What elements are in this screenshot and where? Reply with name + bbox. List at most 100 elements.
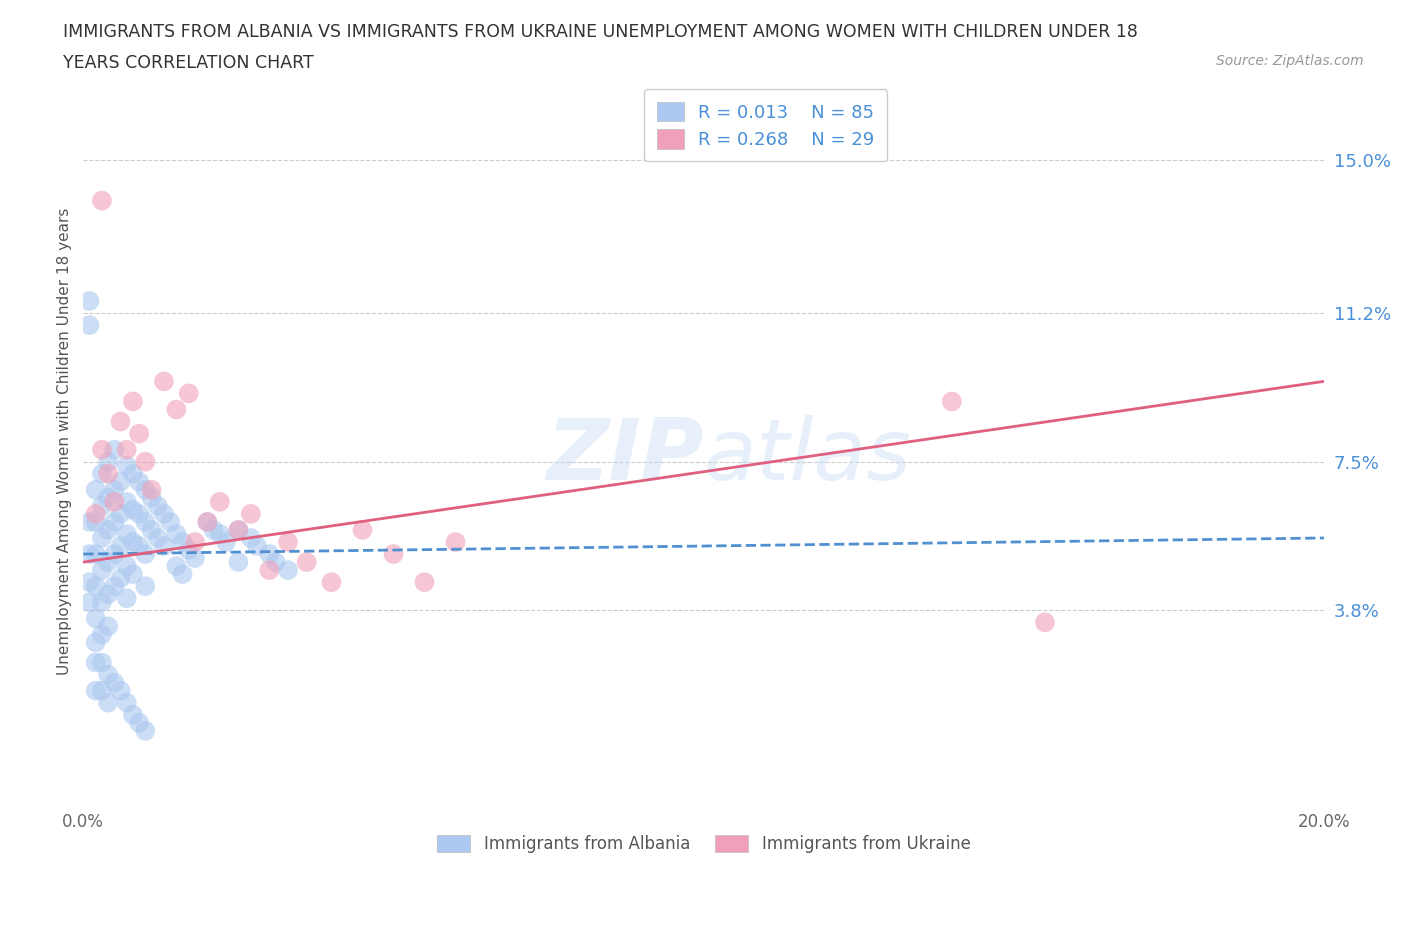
Point <box>159 514 181 529</box>
Point <box>79 575 101 590</box>
Point <box>208 526 231 541</box>
Point <box>172 566 194 581</box>
Point <box>115 696 138 711</box>
Point <box>115 458 138 473</box>
Y-axis label: Unemployment Among Women with Children Under 18 years: Unemployment Among Women with Children U… <box>58 208 72 675</box>
Point <box>128 426 150 441</box>
Point <box>128 538 150 553</box>
Point <box>84 655 107 670</box>
Point <box>134 514 156 529</box>
Point <box>165 559 187 574</box>
Point <box>141 490 163 505</box>
Point <box>90 530 112 545</box>
Point <box>146 498 169 513</box>
Text: IMMIGRANTS FROM ALBANIA VS IMMIGRANTS FROM UKRAINE UNEMPLOYMENT AMONG WOMEN WITH: IMMIGRANTS FROM ALBANIA VS IMMIGRANTS FR… <box>63 23 1137 41</box>
Point <box>110 507 132 522</box>
Point <box>264 554 287 569</box>
Point <box>1033 615 1056 630</box>
Point <box>208 495 231 510</box>
Legend: Immigrants from Albania, Immigrants from Ukraine: Immigrants from Albania, Immigrants from… <box>430 829 977 860</box>
Point <box>413 575 436 590</box>
Text: YEARS CORRELATION CHART: YEARS CORRELATION CHART <box>63 54 314 72</box>
Point <box>352 523 374 538</box>
Point <box>195 514 218 529</box>
Point <box>115 559 138 574</box>
Point <box>110 684 132 698</box>
Point <box>97 523 120 538</box>
Point <box>146 530 169 545</box>
Point <box>97 696 120 711</box>
Point <box>103 675 125 690</box>
Point <box>84 635 107 650</box>
Point <box>172 535 194 550</box>
Point <box>202 523 225 538</box>
Point <box>84 547 107 562</box>
Point <box>90 442 112 457</box>
Point <box>97 618 120 633</box>
Point <box>184 551 207 565</box>
Point <box>90 466 112 481</box>
Point <box>295 554 318 569</box>
Point <box>444 535 467 550</box>
Point <box>259 563 281 578</box>
Point <box>79 514 101 529</box>
Point <box>153 507 176 522</box>
Point <box>79 547 101 562</box>
Point <box>153 538 176 553</box>
Point <box>134 483 156 498</box>
Point <box>134 547 156 562</box>
Point <box>122 394 145 409</box>
Point <box>90 563 112 578</box>
Point <box>115 591 138 605</box>
Point <box>90 595 112 610</box>
Point <box>228 554 250 569</box>
Point <box>239 530 262 545</box>
Point <box>115 442 138 457</box>
Point <box>246 538 269 553</box>
Point <box>259 547 281 562</box>
Point <box>239 507 262 522</box>
Point <box>177 542 200 557</box>
Point <box>84 483 107 498</box>
Point <box>84 611 107 626</box>
Point <box>215 535 238 550</box>
Text: Source: ZipAtlas.com: Source: ZipAtlas.com <box>1216 54 1364 68</box>
Text: atlas: atlas <box>704 415 911 498</box>
Point <box>103 495 125 510</box>
Point <box>110 474 132 489</box>
Point <box>84 684 107 698</box>
Point <box>90 627 112 642</box>
Point <box>128 715 150 730</box>
Text: ZIP: ZIP <box>546 415 704 498</box>
Point <box>97 454 120 469</box>
Point <box>228 523 250 538</box>
Point <box>122 535 145 550</box>
Point <box>97 667 120 682</box>
Point <box>122 466 145 481</box>
Point <box>382 547 405 562</box>
Point <box>90 498 112 513</box>
Point <box>128 507 150 522</box>
Point <box>97 587 120 602</box>
Point <box>103 483 125 498</box>
Point <box>110 414 132 429</box>
Point <box>122 708 145 723</box>
Point <box>115 526 138 541</box>
Point <box>941 394 963 409</box>
Point <box>79 595 101 610</box>
Point <box>84 507 107 522</box>
Point <box>165 402 187 417</box>
Point <box>90 684 112 698</box>
Point <box>277 535 299 550</box>
Point <box>84 578 107 593</box>
Point <box>122 502 145 517</box>
Point <box>153 374 176 389</box>
Point <box>134 724 156 738</box>
Point <box>321 575 343 590</box>
Point <box>90 655 112 670</box>
Point <box>103 578 125 593</box>
Point <box>97 466 120 481</box>
Point <box>103 442 125 457</box>
Point <box>141 523 163 538</box>
Point <box>128 474 150 489</box>
